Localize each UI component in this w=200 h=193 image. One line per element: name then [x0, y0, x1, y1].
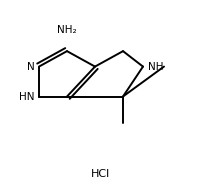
Text: HCl: HCl: [90, 169, 110, 179]
Text: N: N: [27, 62, 35, 72]
Text: HN: HN: [20, 91, 35, 102]
Text: NH: NH: [148, 62, 164, 72]
Text: NH₂: NH₂: [57, 25, 77, 35]
